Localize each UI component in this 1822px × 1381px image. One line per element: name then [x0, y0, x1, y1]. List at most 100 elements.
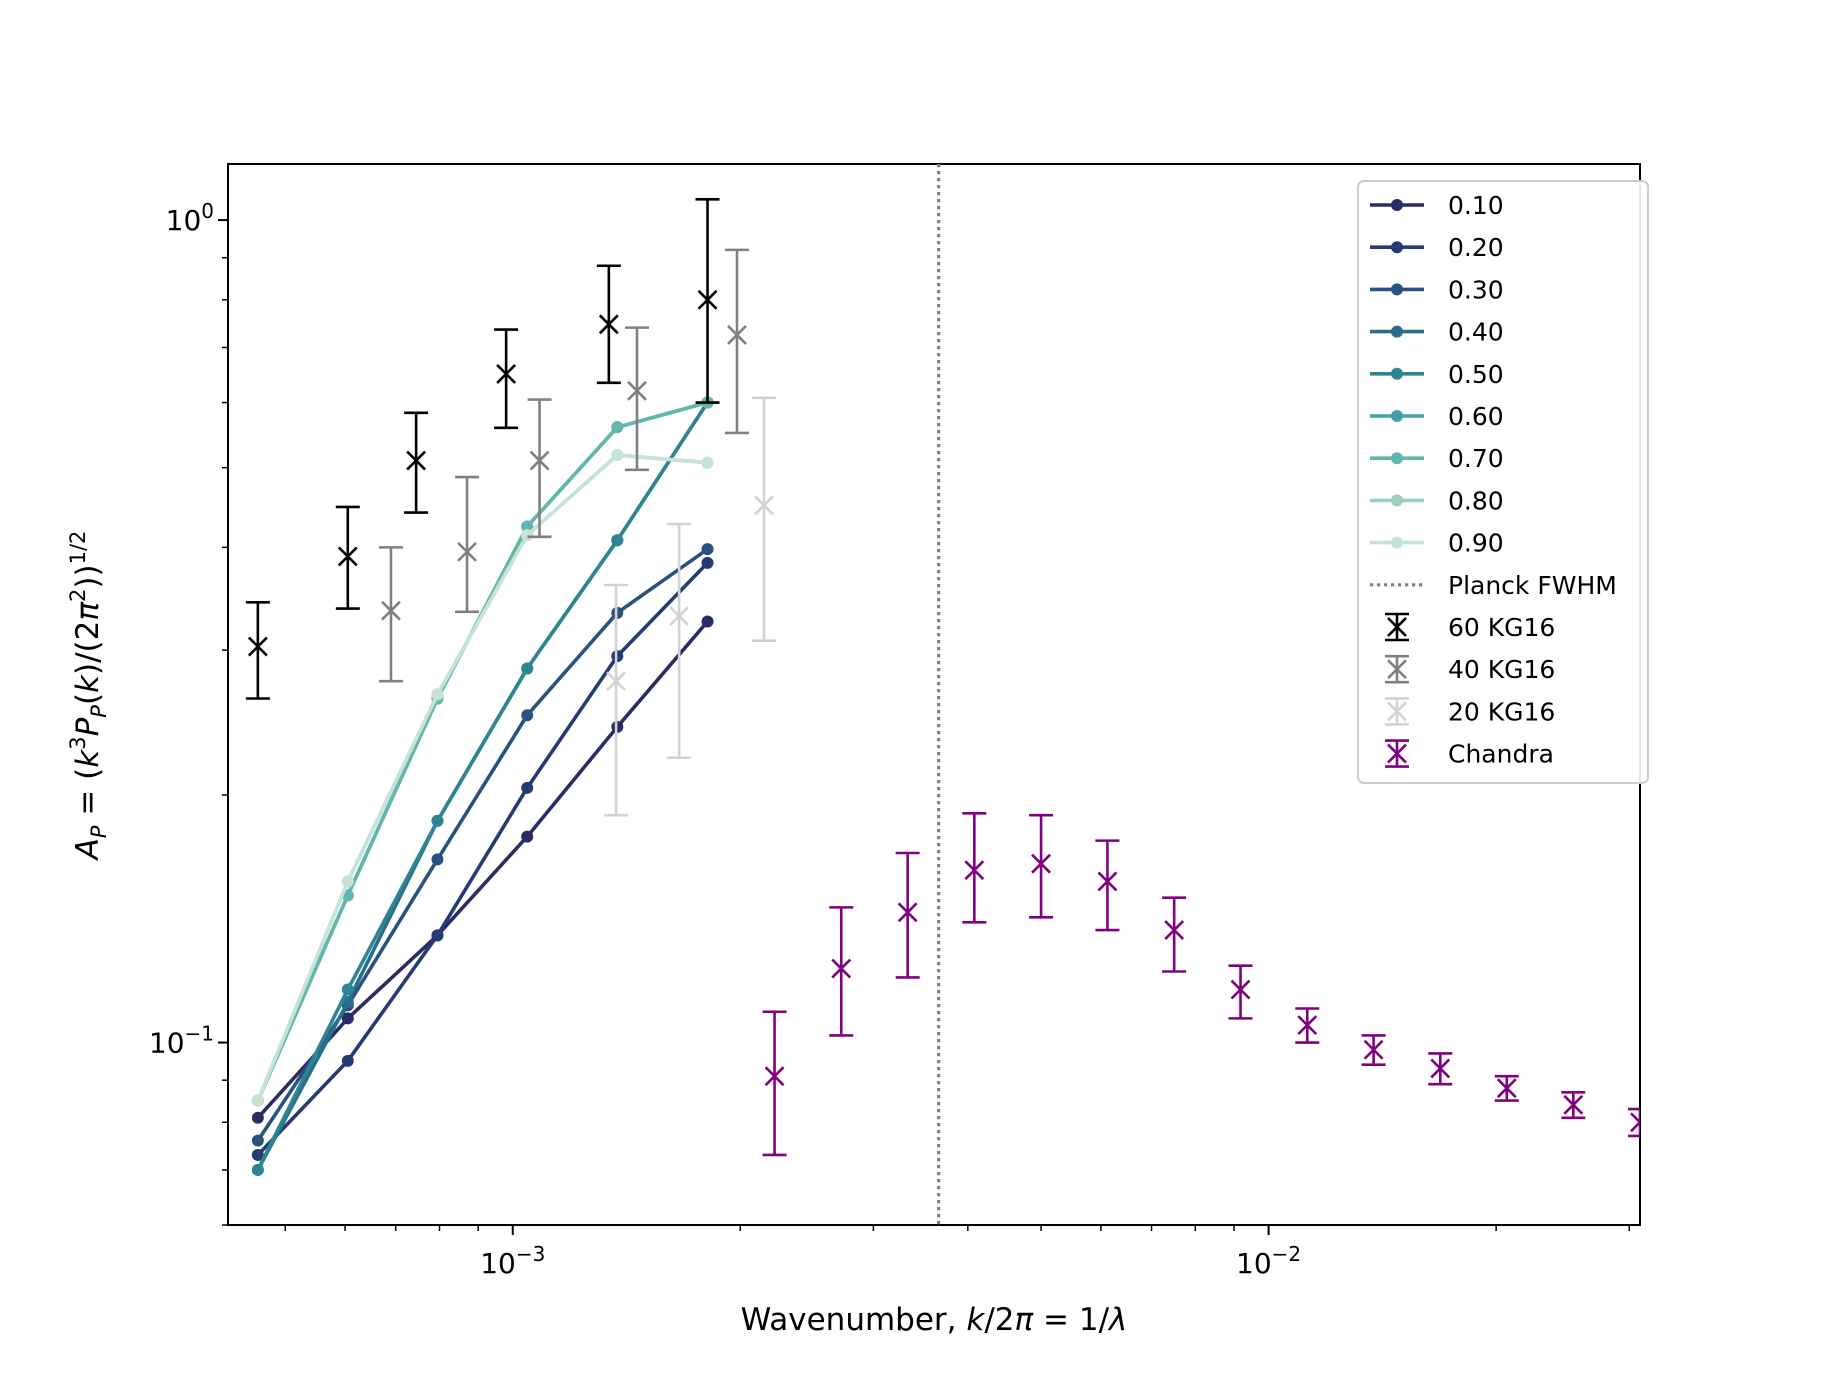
- y-tick-label: 10−1: [149, 1022, 214, 1060]
- errorbar-marker-Chandra: [1630, 1120, 1640, 1133]
- series-point-0.10: [341, 1012, 354, 1025]
- legend-entry-0.30: 0.30: [1370, 275, 1504, 304]
- legend-label: 0.40: [1448, 318, 1504, 347]
- series-0.20: [251, 556, 714, 1161]
- series-point-0.10: [701, 615, 714, 628]
- errorbar-marker-60 KG16: [598, 314, 619, 335]
- legend-label: 20 KG16: [1448, 697, 1555, 726]
- series-point-0.20: [251, 1148, 264, 1161]
- legend-entry-0.70: 0.70: [1370, 444, 1504, 473]
- series-point-0.20: [431, 929, 444, 942]
- series-point-0.50: [611, 534, 624, 547]
- errorbar-marker-Chandra: [1031, 853, 1051, 874]
- legend-label: 0.30: [1448, 275, 1504, 304]
- series-point-0.20: [341, 1054, 354, 1067]
- legend-label: 0.10: [1448, 191, 1504, 220]
- series-line-0.20: [256, 561, 709, 1157]
- legend-entry-60 KG16: 60 KG16: [1385, 612, 1555, 642]
- legend-label: 40 KG16: [1448, 655, 1555, 684]
- errorbar-series-20 KG16: [604, 396, 777, 817]
- legend-swatch-x: [1387, 701, 1407, 722]
- errorbar-marker-60 KG16: [496, 364, 517, 384]
- errorbar-marker-Chandra: [1496, 1078, 1517, 1099]
- errorbar-marker-60 KG16: [697, 289, 718, 310]
- legend-entry-0.20: 0.20: [1370, 233, 1504, 262]
- legend-swatch-marker: [1391, 283, 1403, 296]
- series-point-0.70: [521, 520, 534, 533]
- series-point-0.90: [611, 449, 624, 462]
- plot-content: [245, 164, 1640, 1225]
- legend-entry-0.10: 0.10: [1370, 191, 1504, 220]
- series-point-0.50: [431, 814, 444, 827]
- series-line-0.50: [256, 401, 710, 1171]
- legend-label: Planck FWHM: [1448, 571, 1617, 600]
- legend-label: 0.80: [1448, 486, 1504, 515]
- series-line-0.10: [256, 620, 709, 1120]
- errorbar-marker-60 KG16: [337, 546, 358, 567]
- errorbar-marker-Chandra: [1097, 871, 1118, 892]
- legend-swatch-marker: [1391, 325, 1403, 338]
- legend-swatch-marker: [1391, 494, 1403, 507]
- series-point-0.90: [251, 1094, 264, 1107]
- legend-box: [1357, 180, 1649, 784]
- legend-label: 0.70: [1448, 444, 1504, 473]
- y-tick-label: 100: [166, 199, 214, 237]
- errorbar-marker-Chandra: [964, 860, 985, 881]
- errorbar-marker-20 KG16: [606, 671, 627, 692]
- legend-label: 0.60: [1448, 402, 1504, 431]
- series-point-0.30: [251, 1134, 264, 1147]
- legend-swatch-marker: [1391, 536, 1403, 549]
- series-point-0.30: [521, 709, 534, 722]
- legend-entry-0.50: 0.50: [1370, 360, 1504, 389]
- series-point-0.90: [431, 688, 444, 701]
- legend-swatch-x: [1387, 617, 1407, 637]
- series-point-0.30: [431, 853, 444, 866]
- errorbar-series-40 KG16: [378, 248, 749, 683]
- series-point-0.30: [701, 543, 714, 556]
- series-point-0.20: [521, 781, 534, 794]
- series-point-0.20: [701, 556, 714, 569]
- errorbar-marker-Chandra: [1297, 1015, 1318, 1036]
- errorbar-series-60 KG16: [245, 197, 720, 700]
- series-point-0.50: [251, 1163, 264, 1176]
- legend-label: 0.20: [1448, 233, 1504, 262]
- legend-swatch-x: [1387, 659, 1407, 680]
- x-tick-label: 10−3: [480, 1242, 545, 1280]
- legend-label: 0.90: [1448, 529, 1504, 558]
- x-axis-label: Wavenumber, k/2π = 1/λ: [741, 1302, 1128, 1338]
- series-point-0.50: [341, 983, 354, 996]
- legend-entry-0.90: 0.90: [1370, 529, 1504, 558]
- legend-entry-Planck FWHM: Planck FWHM: [1370, 571, 1617, 600]
- legend: 0.10 0.20 0.30 0.40 0.50 0.60 0.70 0.80 0.90 Plan…: [1357, 180, 1649, 784]
- legend-label: Chandra: [1448, 740, 1554, 769]
- y-axis-label: AP = (k3PP(k)/(2π2))1/2: [66, 531, 111, 862]
- errorbar-marker-60 KG16: [406, 450, 427, 471]
- legend-entry-40 KG16: 40 KG16: [1385, 654, 1555, 684]
- errorbar-marker-Chandra: [1430, 1058, 1451, 1079]
- legend-entry-0.80: 0.80: [1370, 486, 1504, 515]
- x-tick-label: 10−2: [1236, 1242, 1301, 1280]
- errorbar-marker-60 KG16: [247, 636, 268, 657]
- axis-ticks: 10−3 10−2 10−1 100: [149, 199, 1630, 1280]
- series-point-0.70: [611, 421, 624, 434]
- errorbar-marker-40 KG16: [529, 450, 550, 471]
- legend-swatch-marker: [1391, 452, 1403, 465]
- series-line-0.90: [256, 453, 708, 1102]
- series-point-0.10: [251, 1111, 264, 1124]
- legend-label: 60 KG16: [1448, 613, 1555, 642]
- errorbar-marker-Chandra: [1164, 920, 1185, 941]
- series-point-0.90: [701, 456, 714, 469]
- errorbar-marker-20 KG16: [669, 606, 690, 627]
- legend-swatch-marker: [1391, 367, 1403, 380]
- legend-entry-0.40: 0.40: [1370, 318, 1504, 347]
- legend-swatch-marker: [1391, 199, 1403, 211]
- series-point-0.90: [341, 875, 354, 888]
- series-point-0.10: [521, 830, 534, 843]
- legend-swatch-x: [1387, 743, 1407, 764]
- errorbar-marker-Chandra: [1563, 1094, 1584, 1115]
- legend-swatch-marker: [1391, 410, 1403, 422]
- legend-entry-20 KG16: 20 KG16: [1385, 697, 1555, 726]
- errorbar-marker-40 KG16: [457, 541, 477, 562]
- plot-area: [227, 163, 1641, 1226]
